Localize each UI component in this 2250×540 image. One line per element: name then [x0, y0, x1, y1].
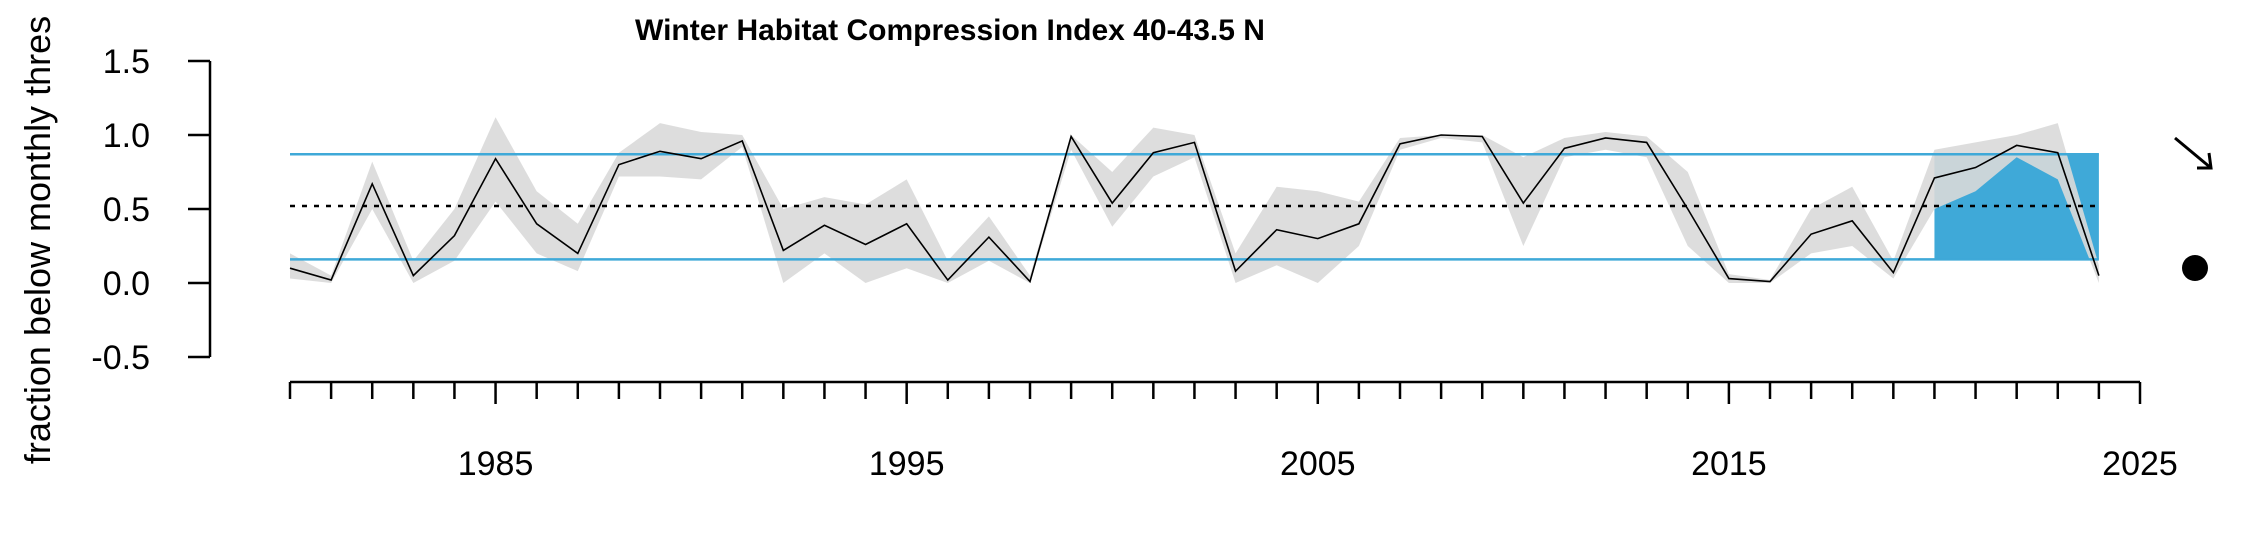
- x-tick-label: 2025: [2102, 445, 2178, 483]
- reference-lines-layer: [290, 152, 2099, 261]
- indicator-layer: [2174, 136, 2213, 281]
- series-line: [289, 134, 2100, 284]
- series-line-layer: [289, 134, 2100, 284]
- trend-arrow-head: [2197, 152, 2213, 170]
- x-tick-label: 1995: [869, 445, 945, 483]
- uncertainty-band: [290, 117, 2099, 284]
- y-tick-label: 0.0: [103, 265, 150, 303]
- y-tick-label: 1.0: [103, 117, 150, 155]
- axes-layer: -0.5 0.0 0.5 1.0 1.5 1985 1995 2005 2015 2025: [91, 43, 2177, 483]
- y-axis-label: fraction below monthly thres: [17, 16, 58, 464]
- x-tick-label: 2015: [1691, 445, 1767, 483]
- y-tick-label: 1.5: [103, 43, 150, 81]
- x-tick-label: 2005: [1280, 445, 1356, 483]
- y-tick-label: 0.5: [103, 191, 150, 229]
- chart-title: Winter Habitat Compression Index 40-43.5…: [635, 14, 1265, 47]
- trend-arrow-shaft: [2174, 136, 2212, 170]
- y-tick-label: -0.5: [91, 339, 150, 377]
- x-tick-label: 1985: [458, 445, 534, 483]
- recent-mean-dot: [2182, 255, 2208, 281]
